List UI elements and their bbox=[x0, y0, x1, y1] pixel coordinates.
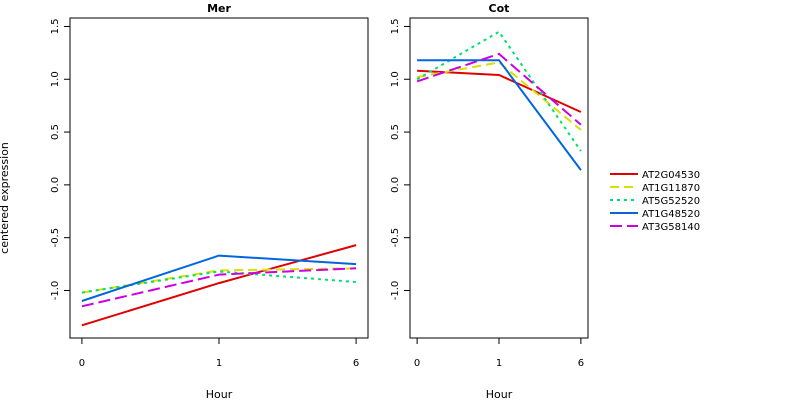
x-tick-label: 0 bbox=[79, 358, 85, 369]
series-line-at3g58140 bbox=[81, 267, 357, 308]
x-axis-label: Hour bbox=[206, 388, 233, 400]
y-tick-label: 1.5 bbox=[50, 18, 61, 34]
y-tick-label: -1.0 bbox=[390, 281, 401, 301]
y-tick-label: -0.5 bbox=[390, 228, 401, 248]
y-tick-label: 1.5 bbox=[390, 18, 401, 34]
y-tick-label: 1.0 bbox=[50, 71, 61, 87]
series-line-at1g48520 bbox=[417, 59, 582, 171]
panel-title: Cot bbox=[489, 2, 510, 15]
legend-item: AT5G52520 bbox=[610, 196, 700, 207]
legend-label: AT3G58140 bbox=[642, 222, 700, 233]
panels: Mer -1.0 -0.5 0.0 0.5 1.0 1.5 0 1 6 Hour Cot -1.0 -0.… bbox=[50, 2, 589, 401]
series-line-at2g04530 bbox=[417, 69, 582, 113]
x-tick-label: 1 bbox=[216, 358, 222, 369]
series-line-at2g04530 bbox=[81, 244, 357, 327]
x-tick-label: 6 bbox=[578, 358, 584, 369]
legend: AT2G04530 AT1G11870 AT5G52520 AT1G48520 AT3G… bbox=[610, 170, 700, 233]
panel-mer: Mer -1.0 -0.5 0.0 0.5 1.0 1.5 0 1 6 Hour bbox=[50, 2, 369, 401]
y-tick-label: -0.5 bbox=[50, 228, 61, 248]
legend-item: AT1G11870 bbox=[610, 183, 700, 194]
x-tick-label: 1 bbox=[496, 358, 502, 369]
y-axis-label: centered expression bbox=[0, 142, 11, 254]
panel-cot: Cot -1.0 -0.5 0.0 0.5 1.0 1.5 0 1 6 Hour bbox=[390, 2, 589, 401]
series-line-at3g58140 bbox=[416, 52, 582, 126]
x-tick-label: 0 bbox=[414, 358, 420, 369]
legend-label: AT5G52520 bbox=[642, 196, 700, 207]
y-tick-label: -1.0 bbox=[50, 281, 61, 301]
y-tick-label: 0.0 bbox=[50, 177, 61, 193]
y-tick-label: 1.0 bbox=[390, 71, 401, 87]
legend-item: AT3G58140 bbox=[610, 222, 700, 233]
y-tick-label: 0.0 bbox=[390, 177, 401, 193]
plot-frame bbox=[409, 17, 589, 339]
series-line-at1g11870 bbox=[81, 267, 357, 294]
panel-title: Mer bbox=[207, 2, 231, 15]
legend-label: AT2G04530 bbox=[642, 170, 700, 181]
legend-label: AT1G11870 bbox=[642, 183, 700, 194]
legend-item: AT2G04530 bbox=[610, 170, 700, 181]
legend-item: AT1G48520 bbox=[610, 209, 700, 220]
series-line-at5g52520 bbox=[416, 30, 582, 152]
y-tick-label: 0.5 bbox=[50, 124, 61, 140]
x-axis-label: Hour bbox=[486, 388, 513, 400]
x-tick-label: 6 bbox=[353, 358, 359, 369]
y-tick-label: 0.5 bbox=[390, 124, 401, 140]
legend-label: AT1G48520 bbox=[642, 209, 700, 220]
series-line-at1g48520 bbox=[81, 254, 357, 302]
